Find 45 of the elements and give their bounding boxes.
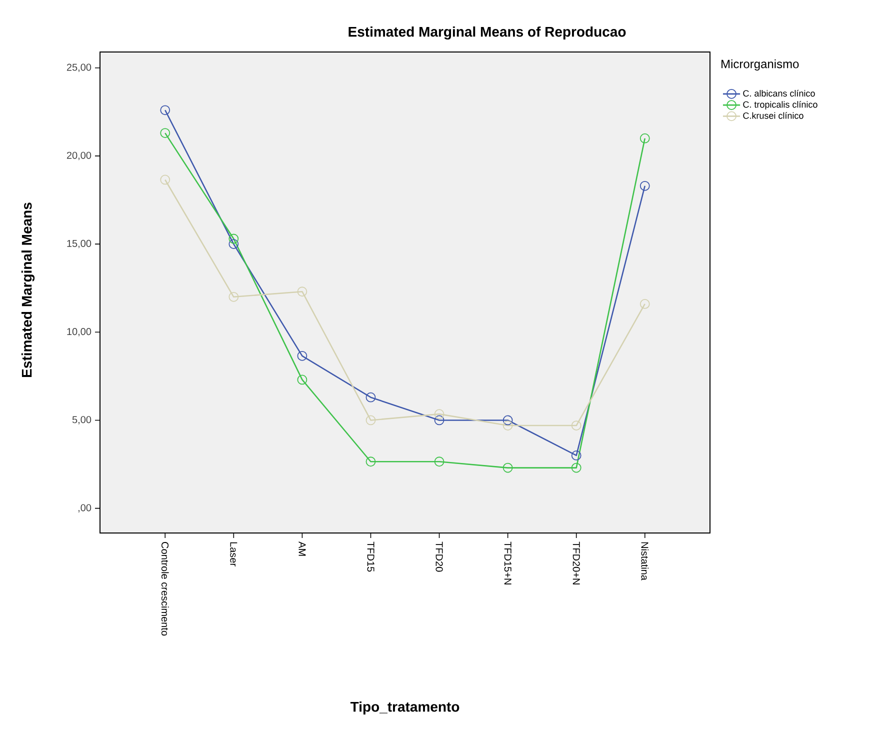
point xyxy=(297,350,308,361)
y-axis-title: Estimated Marginal Means xyxy=(21,202,35,377)
point xyxy=(228,234,239,244)
point xyxy=(434,409,444,420)
x-axis-title: Tipo_tratamento xyxy=(350,701,460,715)
x-tick-label: TFD15 xyxy=(367,542,374,572)
chart-title: Estimated Marginal Means of Reproducao xyxy=(348,26,626,40)
x-tick-label: TFD20 xyxy=(436,542,443,572)
point xyxy=(160,105,170,116)
point xyxy=(434,415,444,426)
y-tick-label: 10,00 xyxy=(67,328,92,336)
point xyxy=(160,128,170,138)
point xyxy=(366,415,376,426)
point xyxy=(571,420,582,430)
x-tick-label: TFD20+N xyxy=(572,542,580,584)
point xyxy=(502,420,513,430)
point xyxy=(640,133,650,144)
y-tick-label: 15,00 xyxy=(67,240,92,248)
point xyxy=(228,239,239,249)
point xyxy=(502,415,513,426)
point xyxy=(640,299,650,309)
x-tick-label: Controle crescimento xyxy=(161,542,169,636)
point xyxy=(228,292,239,302)
y-tick-label: ,00 xyxy=(78,504,92,512)
y-tick-label: 5,00 xyxy=(72,416,92,424)
point xyxy=(160,174,170,185)
x-tick-label: TFD15+N xyxy=(504,542,512,584)
point xyxy=(297,286,308,297)
point xyxy=(571,462,582,473)
legend-label: C. tropicalis clínico xyxy=(743,100,818,110)
point xyxy=(366,456,376,467)
x-tick-label: Nistatina xyxy=(641,542,649,580)
y-tick-label: 20,00 xyxy=(66,152,92,160)
point xyxy=(366,392,376,402)
point xyxy=(502,462,513,473)
point xyxy=(640,180,650,191)
point xyxy=(434,456,444,467)
x-tick-label: Laser xyxy=(230,542,238,566)
legend-title: Microrganismo xyxy=(722,59,799,71)
legend-label: C. albicans clínico xyxy=(743,90,815,97)
point xyxy=(571,450,582,460)
x-tick-label: AM xyxy=(298,542,306,556)
y-tick-label: 25,00 xyxy=(66,64,92,72)
point xyxy=(297,374,308,385)
legend-label: C.krusei clínico xyxy=(743,112,804,119)
